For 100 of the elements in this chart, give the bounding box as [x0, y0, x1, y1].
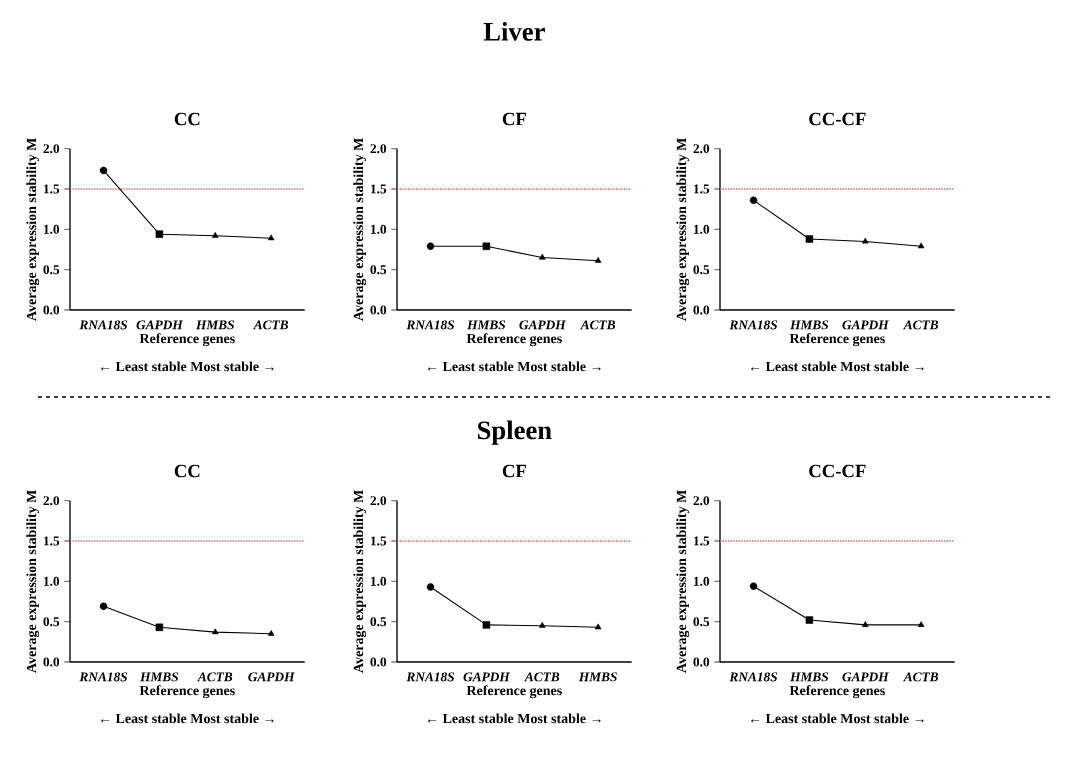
y-tick-label: 1.5 — [44, 536, 60, 546]
text: ← Least stable Most stable → — [427, 361, 601, 372]
x-tick-label: RNA18S — [406, 320, 455, 330]
x-tick-label: ACTB — [524, 672, 560, 682]
y-tick-label: 1.5 — [371, 536, 387, 546]
text: ← Least stable Most stable → — [750, 713, 924, 724]
point — [212, 628, 219, 635]
x-tick-label: GAPDH — [842, 320, 889, 330]
x-tick-label: GAPDH — [248, 672, 295, 682]
x-tick-label: RNA18S — [79, 320, 128, 330]
chart-title: CC-CF — [809, 464, 866, 478]
x-tick-label: RNA18S — [729, 672, 778, 682]
chart-title: CC-CF — [809, 112, 866, 126]
x-tick-label: RNA18S — [729, 320, 778, 330]
point — [539, 621, 546, 628]
y-tick-label: 1.5 — [44, 184, 60, 194]
y-tick-label: 2.0 — [370, 144, 387, 154]
point — [862, 237, 869, 244]
y-tick-label: 2.0 — [370, 496, 387, 506]
x-tick-label: GAPDH — [519, 320, 566, 330]
x-tick-label: HMBS — [467, 320, 506, 330]
y-tick-label: 2.0 — [43, 496, 60, 506]
text: ← Least stable Most stable → — [427, 713, 601, 724]
point — [917, 621, 925, 627]
y-tick-label: 1.0 — [694, 576, 710, 586]
y-axis-title: Average expression stability M — [353, 490, 367, 673]
point — [805, 616, 814, 624]
x-tick-label: ACTB — [903, 672, 939, 682]
x-tick-label: GAPDH — [136, 320, 184, 330]
y-axis-title: Average expression stability M — [353, 138, 367, 321]
y-tick-label: 0.0 — [370, 657, 387, 667]
x-tick-label: ACTB — [580, 320, 616, 330]
point — [749, 196, 758, 205]
x-axis-title: Reference genes — [789, 333, 885, 347]
point — [155, 623, 164, 632]
x-axis-title: Reference genes — [466, 685, 562, 699]
y-tick-label: 1.0 — [694, 224, 710, 234]
y-tick-label: 0.5 — [370, 617, 387, 627]
x-axis-title: Reference genes — [139, 685, 235, 699]
y-tick-label: 0.5 — [693, 617, 710, 627]
text: ← Least stable Most stable → — [750, 361, 924, 372]
point — [426, 583, 435, 591]
chart-subtitle: Liver — [483, 21, 545, 41]
y-tick-label: 1.5 — [694, 184, 710, 194]
chart-subtitle: Spleen — [477, 420, 552, 445]
point — [99, 166, 108, 175]
x-tick-label: HMBS — [790, 320, 829, 330]
chart-title: CF — [502, 112, 526, 126]
point — [482, 621, 491, 629]
point — [267, 234, 275, 241]
y-tick-label: 0.5 — [370, 265, 387, 275]
x-tick-label: HMBS — [790, 672, 829, 682]
y-tick-label: 0.0 — [43, 305, 60, 315]
y-tick-label: 1.5 — [371, 184, 387, 194]
point — [267, 630, 275, 636]
x-tick-label: HMBS — [140, 672, 179, 682]
x-tick-label: HMBS — [578, 672, 617, 682]
text: ← Least stable Most stable → — [100, 361, 274, 372]
y-tick-label: 0.0 — [43, 657, 60, 667]
x-tick-label: GAPDH — [463, 672, 511, 682]
y-axis-title: Average expression stability M — [26, 490, 40, 673]
point — [594, 623, 602, 630]
x-tick-label: RNA18S — [406, 672, 455, 682]
y-tick-label: 0.5 — [43, 617, 60, 627]
x-axis-title: Reference genes — [466, 333, 562, 347]
y-tick-label: 1.0 — [44, 224, 60, 234]
y-tick-label: 1.0 — [371, 576, 387, 586]
point — [155, 230, 164, 238]
y-tick-label: 1.5 — [694, 536, 710, 546]
x-tick-label: RNA18S — [79, 672, 128, 682]
y-tick-label: 1.0 — [371, 224, 387, 234]
point — [917, 242, 925, 249]
chart-title: CC — [174, 112, 200, 126]
x-tick-label: ACTB — [197, 672, 233, 682]
x-tick-label: GAPDH — [842, 672, 889, 682]
y-tick-label: 0.0 — [693, 657, 710, 667]
y-tick-label: 0.5 — [693, 265, 710, 275]
point — [99, 602, 108, 611]
x-tick-label: HMBS — [195, 320, 234, 330]
x-tick-label: ACTB — [903, 320, 939, 330]
y-tick-label: 0.0 — [370, 305, 387, 315]
point — [862, 621, 869, 627]
y-tick-label: 0.0 — [693, 305, 710, 315]
point — [805, 235, 814, 243]
chart-title: CF — [502, 464, 526, 478]
y-tick-label: 1.0 — [44, 576, 60, 586]
point — [749, 582, 758, 590]
chart-title: CC — [174, 464, 200, 478]
y-tick-label: 2.0 — [693, 496, 710, 506]
y-tick-label: 0.5 — [43, 265, 60, 275]
text: ← Least stable Most stable → — [100, 713, 274, 724]
y-tick-label: 2.0 — [43, 144, 60, 154]
point — [212, 232, 219, 238]
y-axis-title: Average expression stability M — [676, 138, 690, 321]
x-axis-title: Reference genes — [139, 333, 235, 347]
y-axis-title: Average expression stability M — [676, 490, 690, 673]
x-axis-title: Reference genes — [789, 685, 885, 699]
x-tick-label: ACTB — [253, 320, 289, 330]
y-tick-label: 2.0 — [693, 144, 710, 154]
y-axis-title: Average expression stability M — [26, 138, 40, 321]
